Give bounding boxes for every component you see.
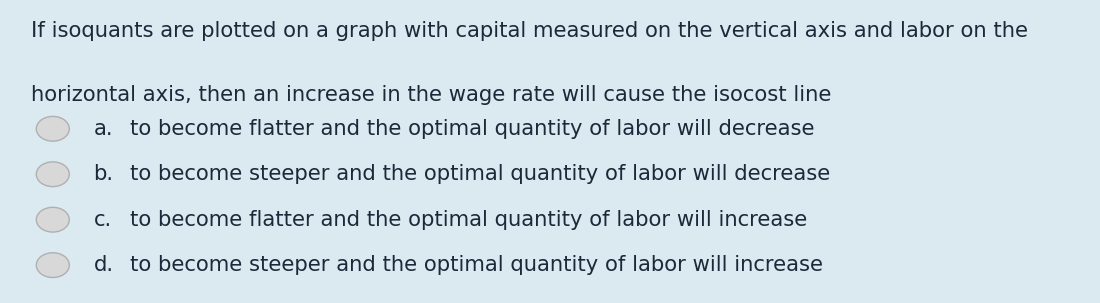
Text: c.: c. xyxy=(94,210,111,230)
Ellipse shape xyxy=(36,162,69,187)
Text: to become flatter and the optimal quantity of labor will decrease: to become flatter and the optimal quanti… xyxy=(130,119,814,139)
Text: to become steeper and the optimal quantity of labor will increase: to become steeper and the optimal quanti… xyxy=(130,255,823,275)
Ellipse shape xyxy=(36,253,69,278)
Text: to become flatter and the optimal quantity of labor will increase: to become flatter and the optimal quanti… xyxy=(130,210,807,230)
Text: to become steeper and the optimal quantity of labor will decrease: to become steeper and the optimal quanti… xyxy=(130,164,830,184)
Text: horizontal axis, then an increase in the wage rate will cause the isocost line: horizontal axis, then an increase in the… xyxy=(31,85,832,105)
Ellipse shape xyxy=(36,207,69,232)
Text: d.: d. xyxy=(94,255,113,275)
Text: b.: b. xyxy=(94,164,113,184)
Ellipse shape xyxy=(36,116,69,141)
Text: If isoquants are plotted on a graph with capital measured on the vertical axis a: If isoquants are plotted on a graph with… xyxy=(31,21,1027,41)
Text: a.: a. xyxy=(94,119,113,139)
